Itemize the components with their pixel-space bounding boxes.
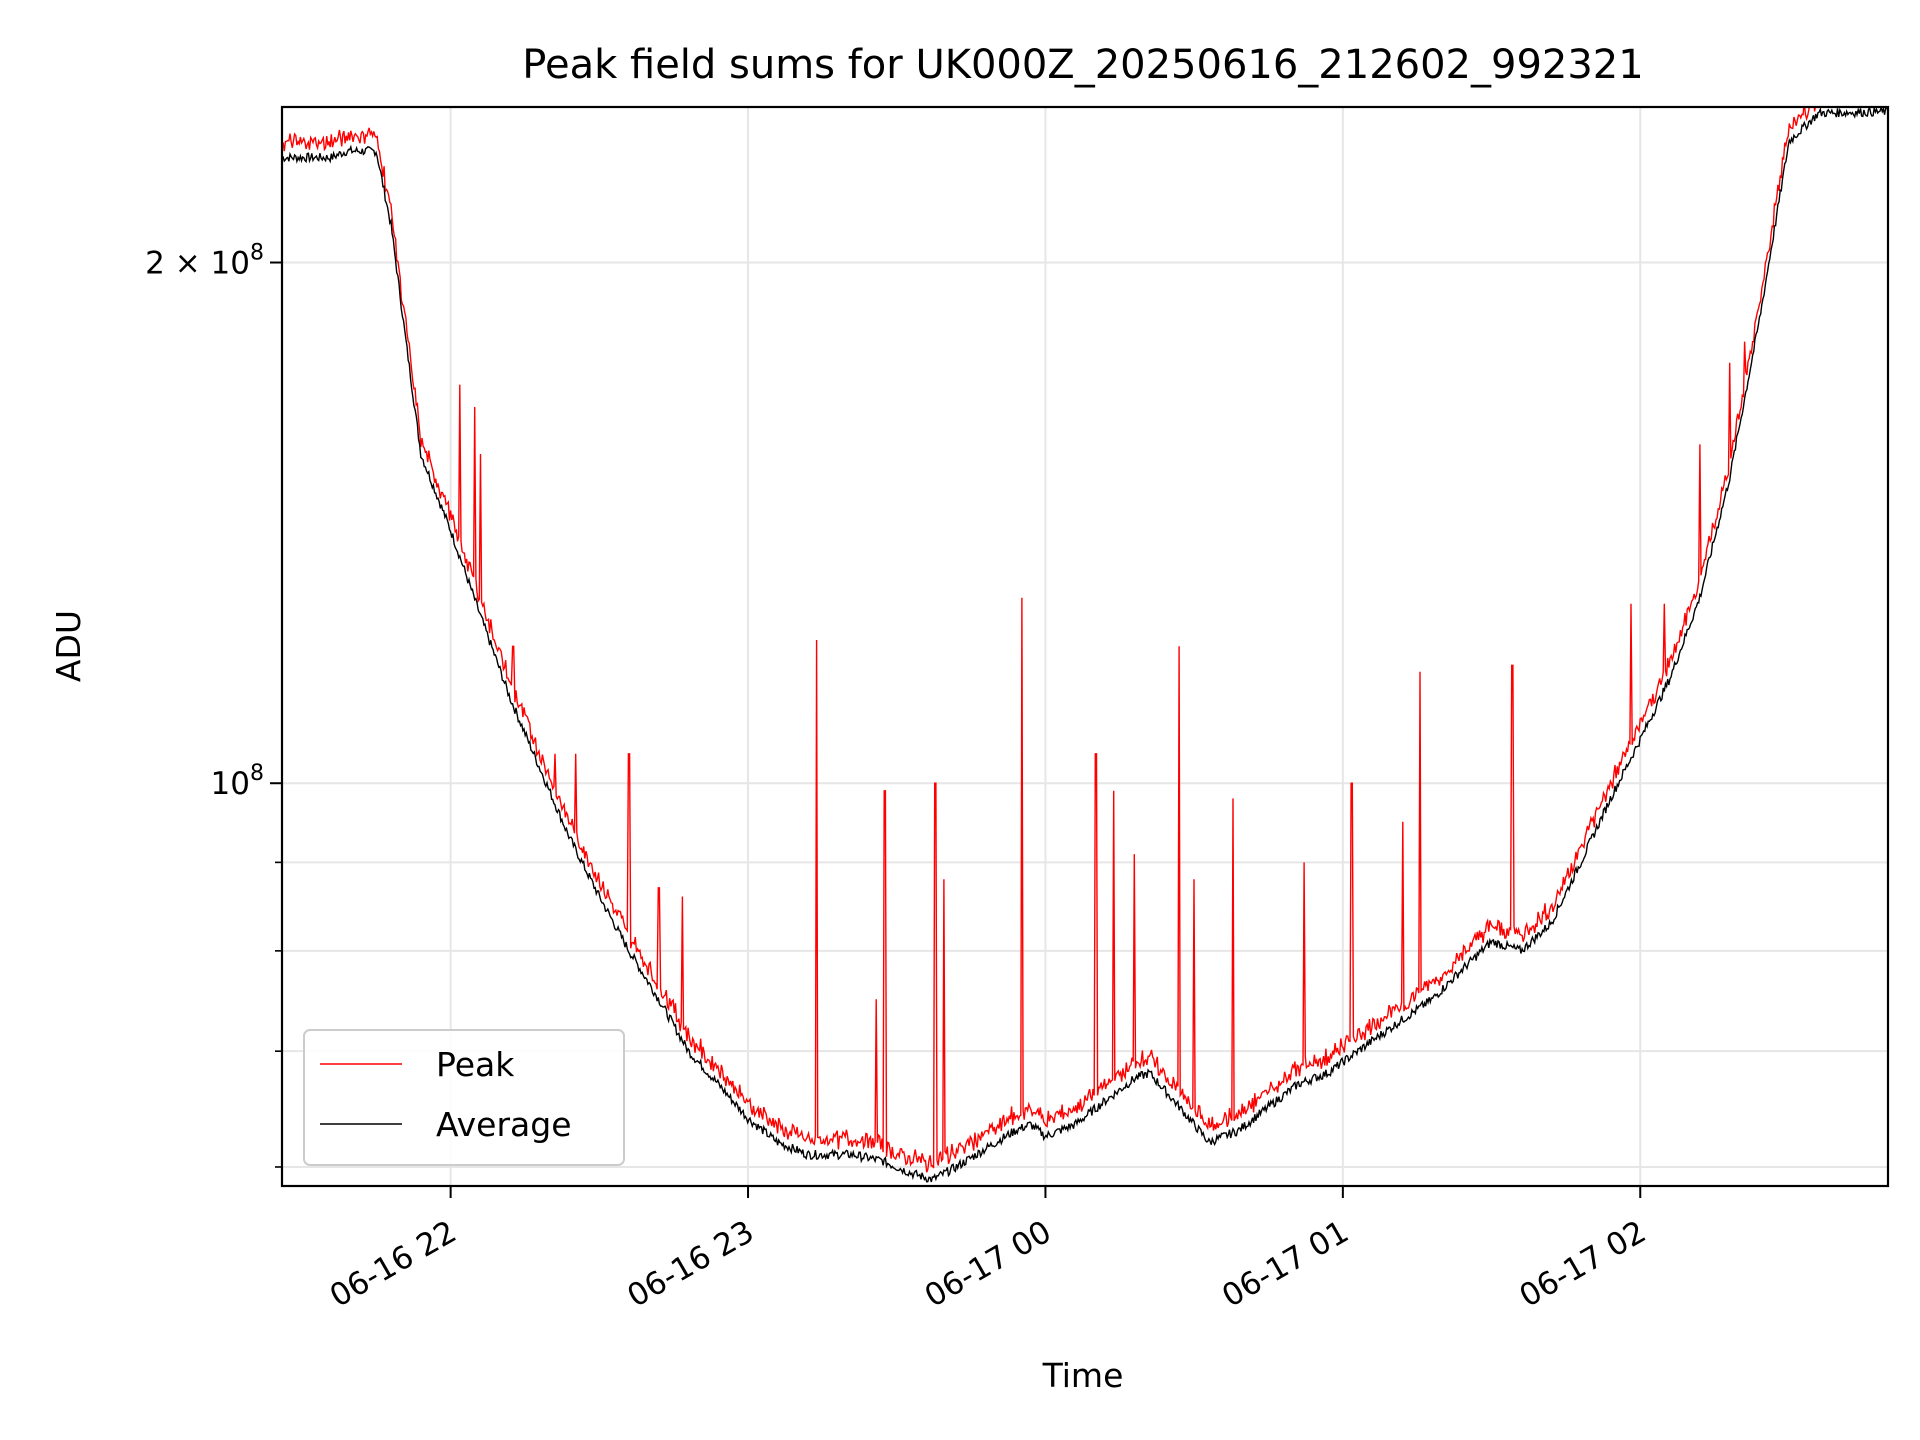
series-line-average bbox=[282, 107, 1888, 1183]
chart-title: Peak field sums for UK000Z_20250616_2126… bbox=[522, 42, 1643, 88]
legend-label-peak: Peak bbox=[436, 1045, 515, 1084]
y-axis-label: ADU bbox=[49, 610, 88, 682]
x-axis-label: Time bbox=[1042, 1356, 1124, 1395]
y-tick-label: 2 × 108 bbox=[145, 241, 264, 282]
legend-label-average: Average bbox=[436, 1105, 572, 1144]
legend: Peak Average bbox=[303, 1029, 625, 1166]
plot-frame bbox=[280, 105, 1890, 1188]
plot-lines bbox=[282, 107, 1888, 1183]
y-tick-label: 108 bbox=[211, 761, 264, 802]
series-line-peak bbox=[282, 107, 1872, 1173]
y-axis: 2 × 108 108 bbox=[145, 241, 282, 1168]
